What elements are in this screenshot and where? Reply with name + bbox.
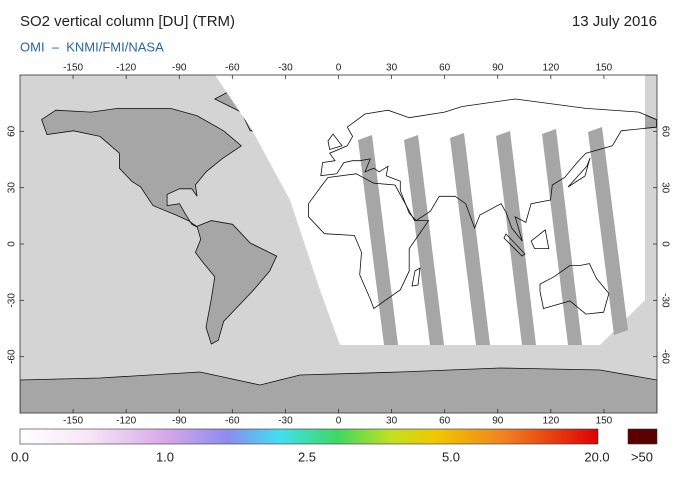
- swath-gap: [542, 129, 582, 345]
- colorbar-overflow: [627, 428, 658, 445]
- coastline: [327, 133, 343, 151]
- lat-tick-label: 0: [7, 241, 18, 247]
- lon-tick-label: -150: [63, 63, 83, 74]
- swath-gap: [450, 133, 490, 345]
- colorbar-labels: 0.0 1.0 2.5 5.0 20.0 >50: [11, 449, 653, 464]
- lon-tick-label: 150: [596, 63, 613, 74]
- lat-tick-label: -30: [659, 293, 670, 308]
- date: 13 July 2016: [572, 13, 657, 30]
- satellite-swaths: [215, 75, 645, 345]
- lat-tick-label: 60: [659, 126, 670, 138]
- map: [20, 75, 657, 413]
- coastline: [320, 98, 657, 242]
- coastline: [567, 157, 591, 188]
- lon-tick-label: -120: [116, 416, 136, 427]
- south-america: [194, 220, 278, 345]
- lon-tick-label: 0: [336, 63, 342, 74]
- lon-tick-label: 120: [542, 416, 559, 427]
- lat-tick-label: 60: [7, 125, 18, 137]
- lon-tick-label: 90: [492, 416, 504, 427]
- lon-tick-label: -60: [225, 416, 240, 427]
- coastline: [411, 267, 421, 287]
- north-america: [41, 108, 242, 229]
- title: SO2 vertical column [DU] (TRM): [20, 13, 235, 30]
- lon-tick-label: 120: [542, 63, 559, 74]
- colorbar-label: 1.0: [156, 449, 174, 464]
- swath-coverage: [215, 75, 645, 345]
- lon-tick-label: 30: [386, 416, 398, 427]
- lon-tick-label: -30: [278, 416, 293, 427]
- lon-tick-label: -150: [63, 416, 83, 427]
- lon-tick-label: -30: [278, 63, 293, 74]
- swath-gap: [496, 131, 536, 345]
- lon-tick-label: -90: [172, 63, 187, 74]
- lat-tick-label: -60: [659, 349, 670, 364]
- coastline: [530, 229, 550, 250]
- lon-tick-label: 60: [439, 63, 451, 74]
- subtitle: OMI – KNMI/FMI/NASA: [20, 39, 164, 54]
- graticule-ticks: -150 -150 -120 -120 -90 -90 -60 -60 -30 -30 0 0 30 30…: [7, 63, 671, 427]
- swath-gap: [404, 135, 444, 345]
- coastline: [503, 233, 526, 257]
- colorbar-label: 5.0: [442, 449, 460, 464]
- lat-tick-label: 0: [659, 241, 670, 247]
- coastline: [539, 263, 610, 315]
- lon-tick-label: 0: [336, 416, 342, 427]
- lon-tick-label: 150: [596, 416, 613, 427]
- lat-tick-label: -30: [7, 293, 18, 308]
- swath-gap: [358, 135, 398, 345]
- lon-tick-label: -120: [116, 63, 136, 74]
- coastlines: [308, 98, 657, 315]
- lon-tick-label: 30: [386, 63, 398, 74]
- lon-tick-label: 90: [492, 63, 504, 74]
- colorbar: [19, 428, 599, 445]
- antarctica: [20, 367, 657, 413]
- colorbar-label: 0.0: [11, 449, 29, 464]
- colorbar-label: 2.5: [298, 449, 316, 464]
- swath-gap: [588, 127, 628, 335]
- lat-tick-label: -60: [7, 349, 18, 364]
- colorbar-label: >50: [631, 449, 653, 464]
- lon-tick-label: 60: [439, 416, 451, 427]
- lat-tick-label: 30: [7, 182, 18, 194]
- lat-tick-label: 30: [659, 182, 670, 194]
- coastline: [308, 173, 430, 310]
- colorbar-label: 20.0: [584, 449, 609, 464]
- lon-tick-label: -60: [225, 63, 240, 74]
- lon-tick-label: -90: [172, 416, 187, 427]
